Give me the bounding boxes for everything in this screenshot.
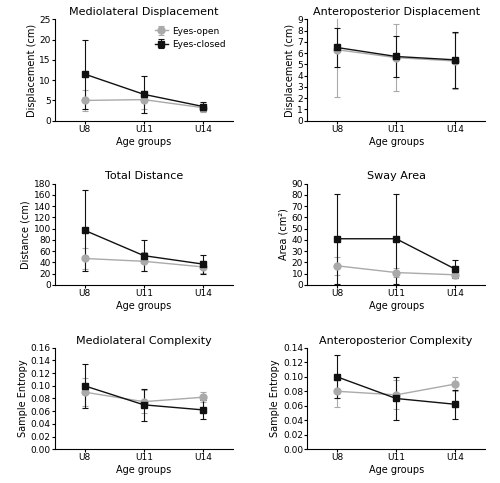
X-axis label: Age groups: Age groups <box>116 137 172 147</box>
Legend: Eyes-open, Eyes-closed: Eyes-open, Eyes-closed <box>152 24 228 52</box>
Y-axis label: Area (cm²): Area (cm²) <box>279 208 289 260</box>
X-axis label: Age groups: Age groups <box>116 301 172 311</box>
X-axis label: Age groups: Age groups <box>368 137 424 147</box>
Y-axis label: Distance (cm): Distance (cm) <box>21 200 31 269</box>
X-axis label: Age groups: Age groups <box>116 465 172 475</box>
Title: Total Distance: Total Distance <box>104 171 183 182</box>
Title: Anteroposterior Displacement: Anteroposterior Displacement <box>312 7 480 17</box>
Y-axis label: Displacement (cm): Displacement (cm) <box>284 24 294 116</box>
Title: Mediolateral Complexity: Mediolateral Complexity <box>76 336 212 346</box>
X-axis label: Age groups: Age groups <box>368 301 424 311</box>
Title: Mediolateral Displacement: Mediolateral Displacement <box>69 7 218 17</box>
Title: Anteroposterior Complexity: Anteroposterior Complexity <box>320 336 473 346</box>
Y-axis label: Sample Entropy: Sample Entropy <box>18 360 28 437</box>
Y-axis label: Displacement (cm): Displacement (cm) <box>26 24 36 116</box>
X-axis label: Age groups: Age groups <box>368 465 424 475</box>
Y-axis label: Sample Entropy: Sample Entropy <box>270 360 280 437</box>
Title: Sway Area: Sway Area <box>366 171 426 182</box>
